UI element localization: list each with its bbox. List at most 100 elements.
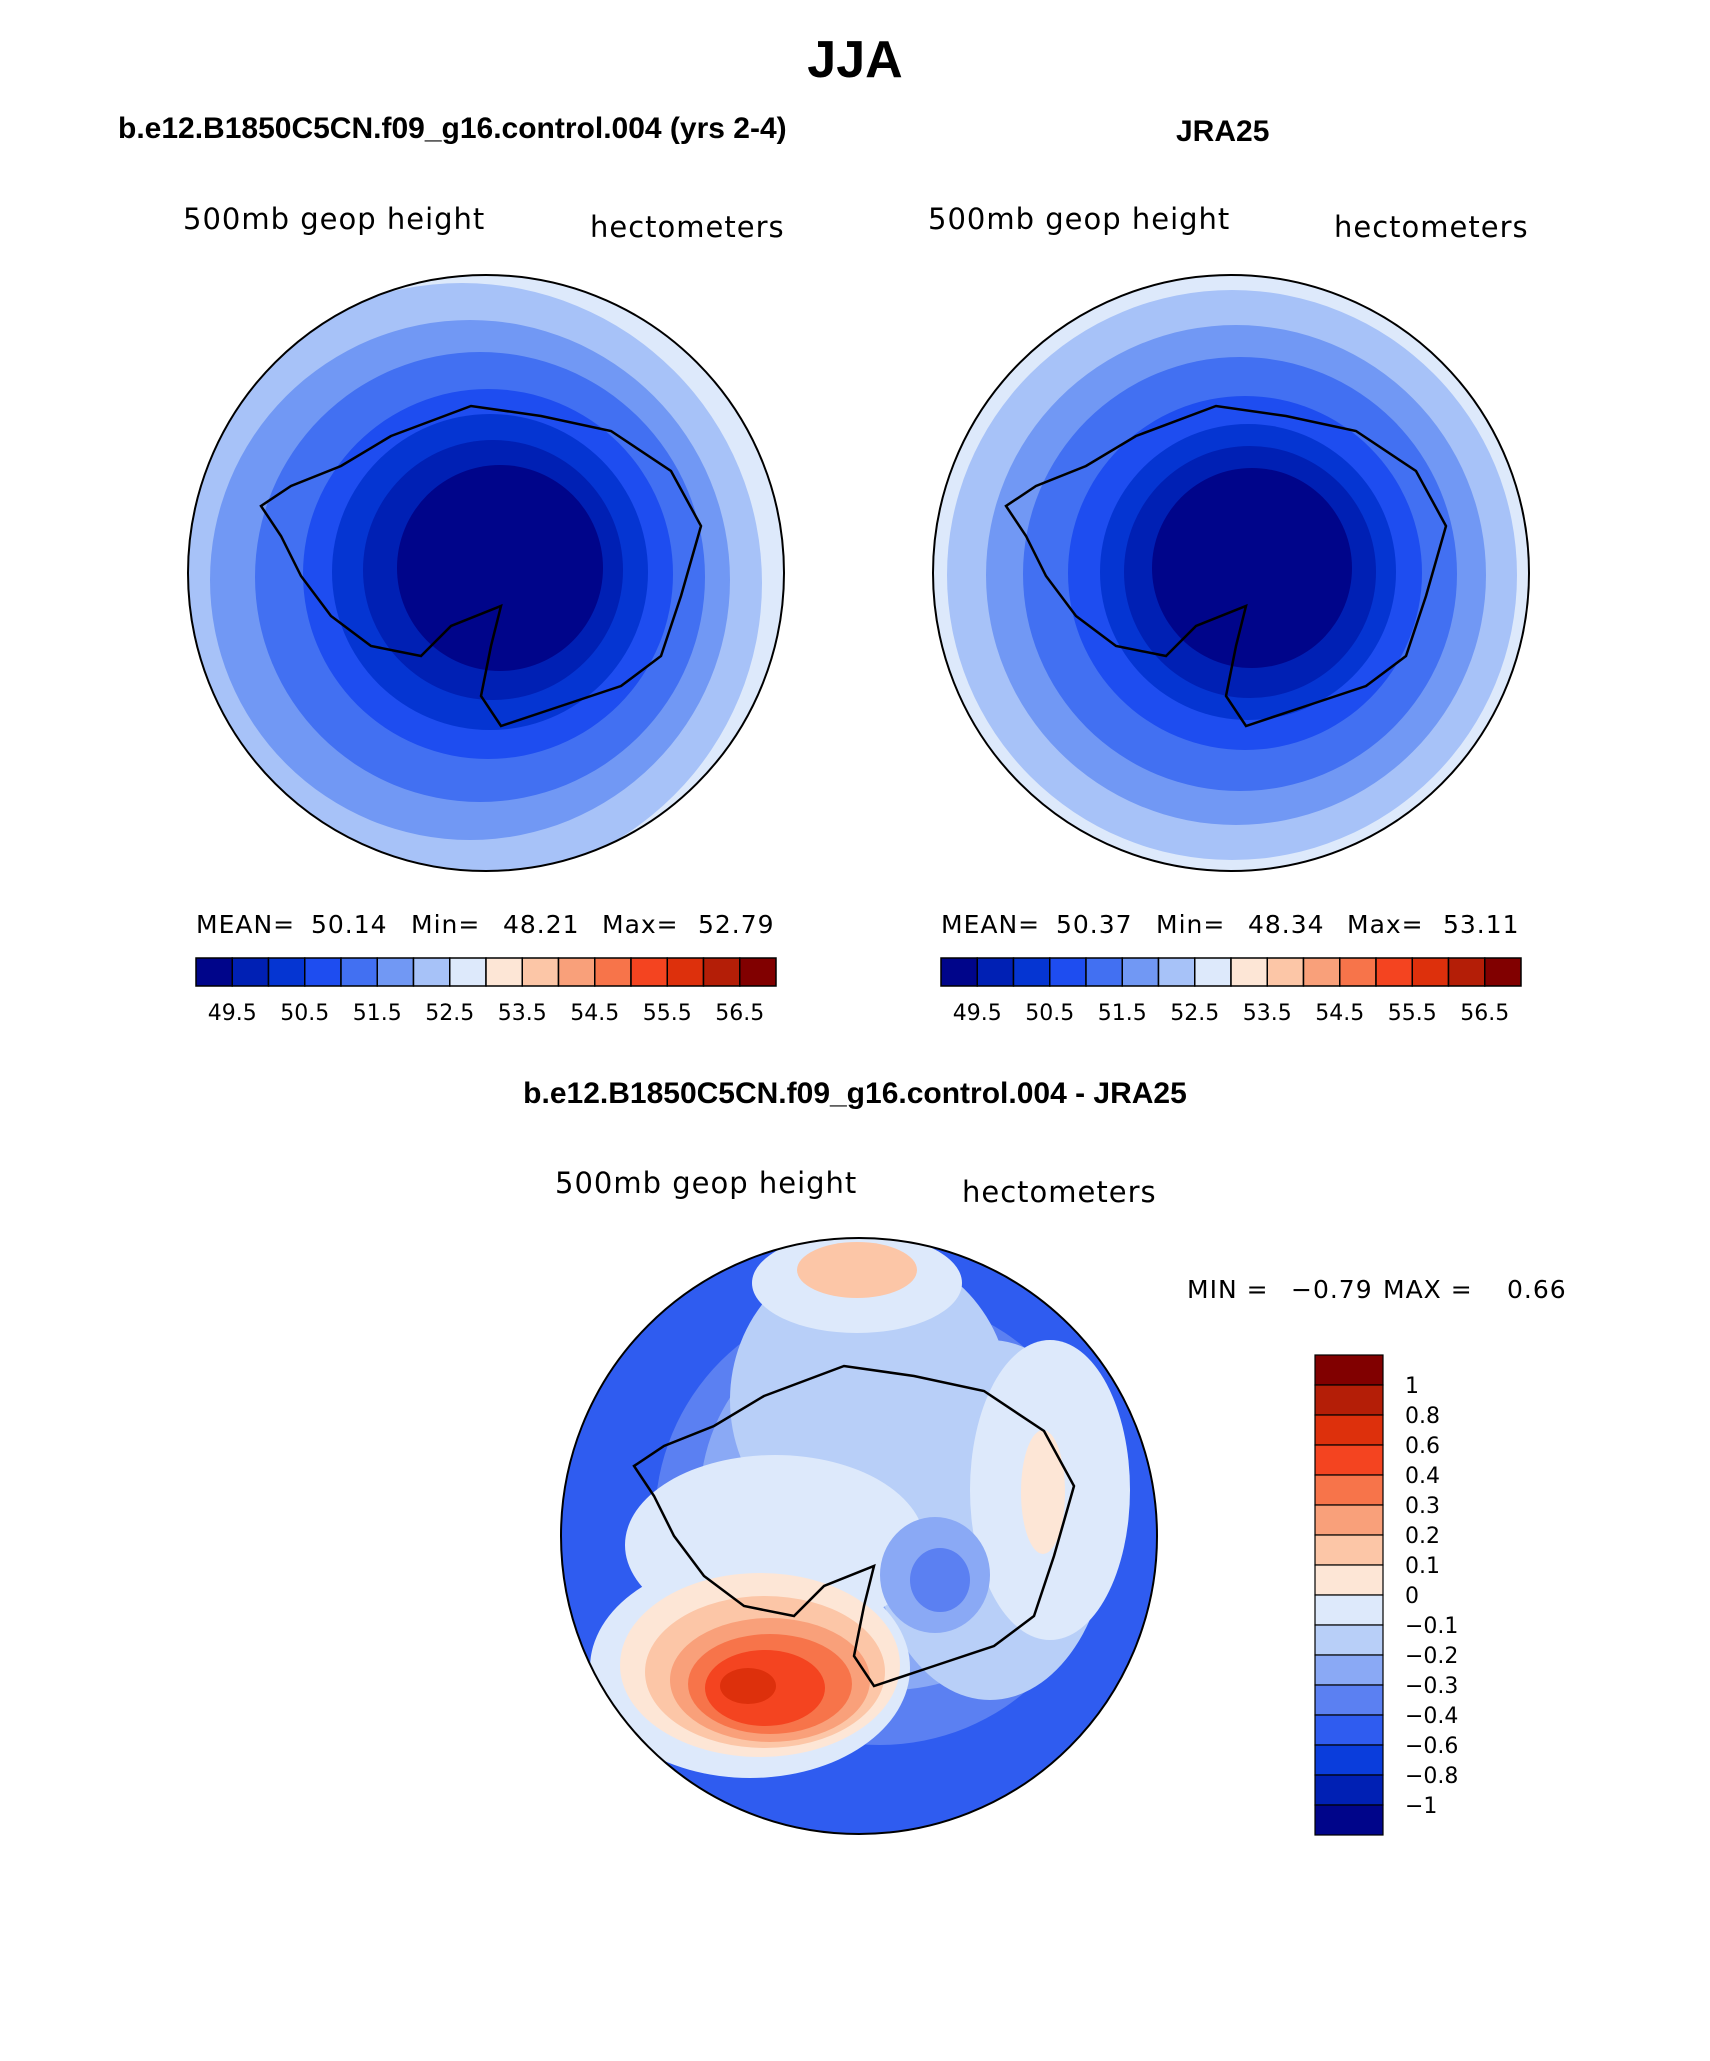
model-stats: MEAN= 50.14 Min= 48.21 Max= 52.79 — [196, 910, 796, 942]
obs-map — [932, 274, 1530, 872]
model-colorbar-box — [521, 957, 560, 987]
difference-colorbar-tick-label: −0.6 — [1405, 1734, 1458, 1759]
obs-map-border — [932, 274, 1530, 872]
difference-colorbar-tick-label: 0 — [1405, 1584, 1419, 1609]
difference-colorbar-tick-label: 0.1 — [1405, 1554, 1440, 1579]
model-colorbar-tick-label: 53.5 — [498, 1001, 547, 1026]
obs-colorbar-box — [1411, 957, 1450, 987]
obs-colorbar-tick-label: 52.5 — [1170, 1001, 1219, 1026]
difference-stats: MIN = −0.79 MAX = 0.66 — [1187, 1275, 1587, 1307]
model-colorbar-box — [340, 957, 378, 987]
model-min-label: Min= — [411, 910, 481, 939]
difference-colorbar-box — [1314, 1594, 1384, 1626]
difference-panel-title: b.e12.B1850C5CN.f09_g16.control.004 - JR… — [523, 1077, 1187, 1110]
obs-colorbar-tick-label: 51.5 — [1098, 1001, 1147, 1026]
difference-colorbar-tick-label: 0.6 — [1405, 1434, 1440, 1459]
difference-colorbar-box — [1314, 1654, 1384, 1686]
obs-colorbar-box — [1484, 957, 1522, 987]
difference-min-label: MIN = — [1187, 1275, 1269, 1304]
obs-colorbar-box — [1049, 957, 1087, 987]
difference-colorbar-tick-label: 0.3 — [1405, 1494, 1440, 1519]
obs-colorbar: 49.5 50.5 51.5 52.5 53.5 54.5 55.5 56.5 — [940, 957, 1522, 1026]
obs-colorbar-box — [1194, 957, 1232, 987]
obs-colorbar-tick-label: 55.5 — [1388, 1001, 1437, 1026]
difference-variable-label: 500mb geop height — [555, 1166, 858, 1200]
model-colorbar-tick-label: 51.5 — [353, 1001, 402, 1026]
difference-min-value: −0.79 — [1291, 1275, 1373, 1304]
difference-colorbar-tick-label: −1 — [1405, 1794, 1437, 1819]
obs-mean-label: MEAN= — [941, 910, 1041, 939]
model-max-value: 52.79 — [698, 910, 775, 939]
difference-colorbar-box — [1314, 1354, 1384, 1386]
difference-colorbar-box — [1314, 1414, 1384, 1446]
model-colorbar-box — [412, 957, 451, 987]
model-colorbar-box — [739, 957, 777, 987]
obs-colorbar-tick-label: 56.5 — [1460, 1001, 1509, 1026]
model-panel-title: b.e12.B1850C5CN.f09_g16.control.004 (yrs… — [118, 112, 787, 145]
obs-colorbar-tick-label: 53.5 — [1243, 1001, 1292, 1026]
model-colorbar-box — [630, 957, 668, 987]
obs-max-value: 53.11 — [1443, 910, 1520, 939]
model-colorbar-box — [485, 957, 523, 987]
obs-variable-label: 500mb geop height — [928, 202, 1231, 236]
model-colorbar-tick-label: 55.5 — [643, 1001, 692, 1026]
difference-max-value: 0.66 — [1507, 1275, 1567, 1304]
model-map-border — [187, 274, 785, 872]
obs-colorbar-box — [1012, 957, 1051, 987]
difference-max-label: MAX = — [1383, 1275, 1473, 1304]
obs-panel-title: JRA25 — [1176, 115, 1270, 148]
model-colorbar-box — [594, 957, 632, 987]
difference-colorbar-tick-label: 0.8 — [1405, 1404, 1440, 1429]
obs-colorbar-box — [940, 957, 978, 987]
difference-colorbar-box — [1314, 1474, 1384, 1506]
difference-colorbar-box — [1314, 1534, 1384, 1566]
difference-colorbar-box — [1314, 1624, 1384, 1656]
model-colorbar-box — [231, 957, 270, 987]
model-colorbar-box — [376, 957, 415, 987]
difference-colorbar-tick-label: −0.8 — [1405, 1764, 1458, 1789]
difference-colorbar-box — [1314, 1564, 1384, 1596]
difference-colorbar-box — [1314, 1804, 1384, 1836]
obs-colorbar-tick-label: 50.5 — [1025, 1001, 1074, 1026]
model-colorbar-tick-label: 56.5 — [715, 1001, 764, 1026]
model-mean-value: 50.14 — [311, 910, 388, 939]
model-colorbar-tick-label: 54.5 — [570, 1001, 619, 1026]
model-colorbar: 49.5 50.5 51.5 52.5 53.5 54.5 55.5 56.5 — [195, 957, 777, 1026]
difference-colorbar: 1 0.8 0.6 0.4 0.3 0.2 0.1 0 −0.1 −0.2 −0.3 −0.4 −0.6… — [1314, 1354, 1458, 1836]
obs-colorbar-box — [1375, 957, 1413, 987]
obs-max-label: Max= — [1347, 910, 1424, 939]
obs-colorbar-box — [1121, 957, 1160, 987]
difference-colorbar-tick-label: 1 — [1405, 1374, 1419, 1399]
model-colorbar-tick-label: 52.5 — [425, 1001, 474, 1026]
model-colorbar-box — [449, 957, 487, 987]
difference-colorbar-tick-label: −0.2 — [1405, 1644, 1458, 1669]
model-colorbar-tick-label: 50.5 — [280, 1001, 329, 1026]
model-mean-label: MEAN= — [196, 910, 296, 939]
model-colorbar-box — [702, 957, 741, 987]
model-colorbar-box — [557, 957, 596, 987]
difference-colorbar-tick-label: −0.1 — [1405, 1614, 1458, 1639]
difference-colorbar-box — [1314, 1444, 1384, 1476]
obs-colorbar-tick-label: 49.5 — [953, 1001, 1002, 1026]
model-variable-label: 500mb geop height — [183, 202, 486, 236]
model-colorbar-box — [666, 957, 705, 987]
difference-map-border — [560, 1237, 1158, 1835]
obs-colorbar-box — [976, 957, 1015, 987]
model-map — [187, 274, 785, 872]
model-min-value: 48.21 — [503, 910, 580, 939]
obs-colorbar-box — [1085, 957, 1123, 987]
obs-min-label: Min= — [1156, 910, 1226, 939]
difference-colorbar-box — [1314, 1504, 1384, 1536]
obs-colorbar-box — [1447, 957, 1486, 987]
model-units-label: hectometers — [590, 210, 785, 244]
difference-colorbar-box — [1314, 1714, 1384, 1746]
model-colorbar-tick-label: 49.5 — [208, 1001, 257, 1026]
obs-colorbar-tick-label: 54.5 — [1315, 1001, 1364, 1026]
obs-colorbar-box — [1302, 957, 1341, 987]
model-colorbar-box — [195, 957, 233, 987]
obs-mean-value: 50.37 — [1056, 910, 1133, 939]
model-max-label: Max= — [602, 910, 679, 939]
difference-colorbar-box — [1314, 1774, 1384, 1806]
difference-colorbar-box — [1314, 1384, 1384, 1416]
